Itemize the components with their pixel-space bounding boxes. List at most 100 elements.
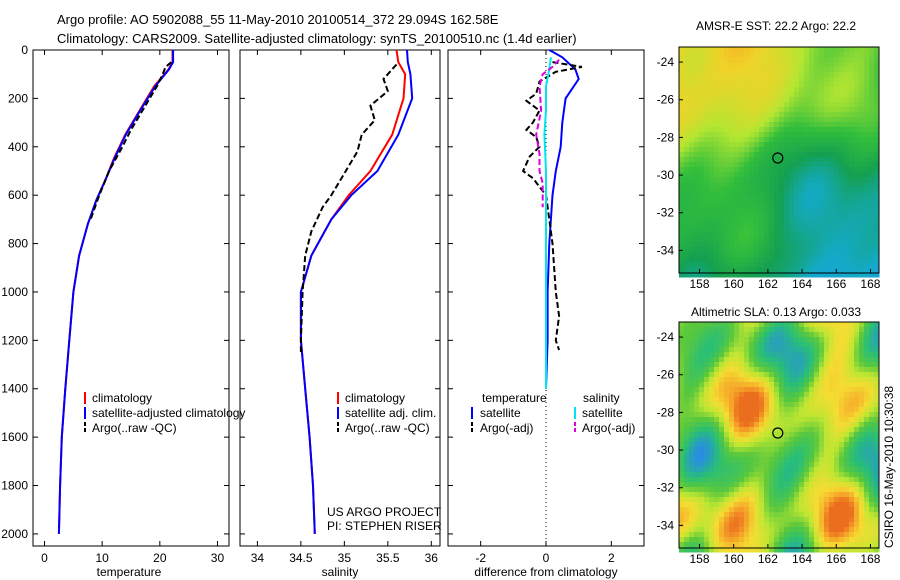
map-cell xyxy=(769,352,775,358)
map-cell xyxy=(854,227,860,233)
map-cell xyxy=(709,122,715,128)
map-cell xyxy=(739,267,745,273)
map-cell xyxy=(824,432,830,438)
map-cell xyxy=(754,122,760,128)
map-cell xyxy=(764,47,770,53)
map-cell xyxy=(819,457,825,463)
map-cell xyxy=(709,507,715,513)
map-cell xyxy=(714,102,720,108)
difference-xlabel: difference from climatology xyxy=(474,565,617,579)
map-cell xyxy=(739,447,745,453)
map-cell xyxy=(754,127,760,133)
map-cell xyxy=(804,542,810,548)
map-cell xyxy=(739,67,745,73)
map-cell xyxy=(759,457,765,463)
map-cell xyxy=(729,67,735,73)
map-cell xyxy=(859,322,865,328)
map-cell xyxy=(854,257,860,263)
map-cell xyxy=(714,52,720,58)
map-cell xyxy=(779,272,785,278)
map-cell xyxy=(784,332,790,338)
map-cell xyxy=(814,72,820,78)
y-tick-label: 800 xyxy=(8,237,28,251)
map-cell xyxy=(699,77,705,83)
map-cell xyxy=(719,227,725,233)
map-cell xyxy=(699,547,705,553)
map-cell xyxy=(739,352,745,358)
map-cell xyxy=(829,132,835,138)
map-cell xyxy=(689,537,695,543)
map-cell xyxy=(709,402,715,408)
map-cell xyxy=(854,202,860,208)
map-cell xyxy=(819,377,825,383)
map-cell xyxy=(854,377,860,383)
map-cell xyxy=(684,402,690,408)
map-cell xyxy=(794,92,800,98)
map-cell xyxy=(834,347,840,353)
map-cell xyxy=(794,487,800,493)
map-cell xyxy=(739,257,745,263)
map-cell xyxy=(789,212,795,218)
map-cell xyxy=(739,542,745,548)
map-cell xyxy=(769,532,775,538)
map-cell xyxy=(699,412,705,418)
map-cell xyxy=(784,482,790,488)
map-cell xyxy=(854,432,860,438)
map-cell xyxy=(809,387,815,393)
map-cell xyxy=(769,327,775,333)
map-cell xyxy=(824,97,830,103)
map-cell xyxy=(724,507,730,513)
map-cell xyxy=(744,367,750,373)
map-cell xyxy=(854,72,860,78)
map-cell xyxy=(729,97,735,103)
map-cell xyxy=(724,387,730,393)
map-cell xyxy=(759,242,765,248)
map-cell xyxy=(764,507,770,513)
map-cell xyxy=(854,467,860,473)
map-cell xyxy=(784,162,790,168)
map-cell xyxy=(744,167,750,173)
map-cell xyxy=(809,332,815,338)
map-cell xyxy=(694,412,700,418)
map-cell xyxy=(779,237,785,243)
map-cell xyxy=(704,367,710,373)
map-cell xyxy=(809,147,815,153)
map-cell xyxy=(759,167,765,173)
map-cell xyxy=(739,272,745,278)
map-cell xyxy=(789,507,795,513)
map-cell xyxy=(849,57,855,63)
map-cell xyxy=(744,142,750,148)
map-cell xyxy=(744,332,750,338)
map-cell xyxy=(719,382,725,388)
map-cell xyxy=(829,417,835,423)
map-cell xyxy=(859,62,865,68)
map-cell xyxy=(779,547,785,553)
map-cell xyxy=(679,407,685,413)
map-cell xyxy=(724,212,730,218)
map-cell xyxy=(739,512,745,518)
map-cell xyxy=(754,472,760,478)
x-tick-label: 34 xyxy=(251,551,265,565)
map-cell xyxy=(699,437,705,443)
map-cell xyxy=(694,512,700,518)
map-cell xyxy=(784,137,790,143)
map-cell xyxy=(809,397,815,403)
map-cell xyxy=(699,257,705,263)
map-cell xyxy=(709,52,715,58)
map-cell xyxy=(734,167,740,173)
map-cell xyxy=(729,412,735,418)
map-cell xyxy=(784,142,790,148)
map-cell xyxy=(864,342,870,348)
map-cell xyxy=(719,357,725,363)
map-cell xyxy=(779,87,785,93)
map-cell xyxy=(779,242,785,248)
map-cell xyxy=(714,452,720,458)
map-cell xyxy=(809,217,815,223)
map-cell xyxy=(814,52,820,58)
map-cell xyxy=(834,407,840,413)
map-cell xyxy=(834,162,840,168)
map-cell xyxy=(849,342,855,348)
map-cell xyxy=(699,377,705,383)
map-cell xyxy=(789,527,795,533)
map-cell xyxy=(874,432,880,438)
